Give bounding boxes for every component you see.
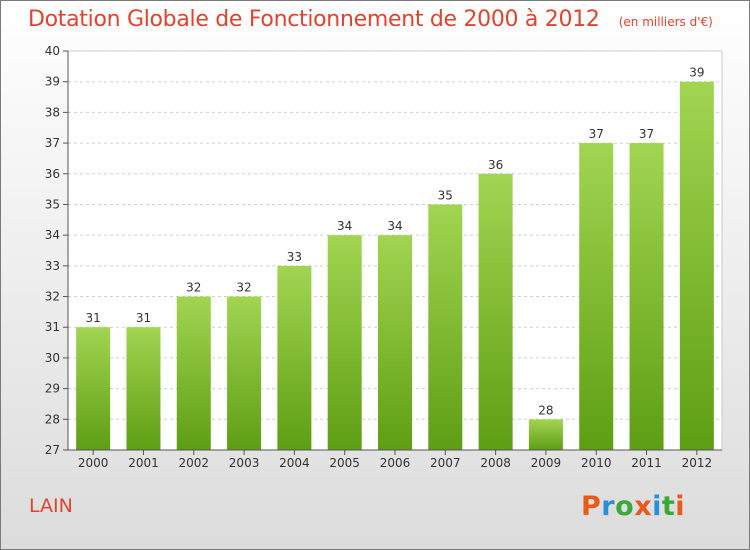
chart-title: Dotation Globale de Fonctionnement de 20… bbox=[28, 7, 600, 32]
x-tick-label: 2006 bbox=[380, 456, 411, 470]
y-tick-label: 30 bbox=[45, 351, 60, 365]
bar bbox=[327, 235, 362, 450]
x-tick-label: 2002 bbox=[178, 456, 209, 470]
y-tick-label: 38 bbox=[45, 105, 60, 119]
chart-subtitle: (en milliers d'€) bbox=[618, 15, 713, 29]
bar-value-label: 34 bbox=[337, 219, 352, 233]
logo-letter: i bbox=[652, 491, 662, 522]
y-tick-label: 37 bbox=[45, 136, 60, 150]
y-tick-label: 36 bbox=[45, 167, 60, 181]
bar-value-label: 31 bbox=[136, 311, 151, 325]
logo-letter: P bbox=[581, 491, 602, 522]
x-tick-label: 2010 bbox=[581, 456, 612, 470]
y-tick-label: 28 bbox=[45, 412, 60, 426]
bar-value-label: 39 bbox=[689, 66, 704, 80]
bar bbox=[579, 143, 614, 451]
x-tick-label: 2005 bbox=[329, 456, 360, 470]
y-tick-label: 29 bbox=[45, 382, 60, 396]
x-tick-label: 2008 bbox=[480, 456, 511, 470]
y-tick-label: 31 bbox=[45, 320, 60, 334]
x-tick-label: 2000 bbox=[78, 456, 109, 470]
bar-value-label: 37 bbox=[589, 127, 604, 141]
y-tick-label: 39 bbox=[45, 75, 60, 89]
y-tick-label: 33 bbox=[45, 259, 60, 273]
y-tick-label: 35 bbox=[45, 197, 60, 211]
bar-value-label: 32 bbox=[186, 281, 201, 295]
x-tick-label: 2001 bbox=[128, 456, 159, 470]
bar bbox=[76, 327, 111, 450]
bar bbox=[378, 235, 412, 450]
bars: 31 31 32 32 33 34 34 35 36 28 37 37 39 bbox=[76, 66, 714, 451]
bar-value-label: 36 bbox=[488, 158, 503, 172]
logo-letter: x bbox=[634, 491, 653, 522]
y-tick-label: 40 bbox=[45, 44, 60, 58]
bar bbox=[679, 81, 714, 450]
bar bbox=[277, 265, 312, 450]
logo-letter: r bbox=[601, 491, 616, 522]
x-tick-label: 2012 bbox=[682, 456, 713, 470]
bar-value-label: 32 bbox=[236, 281, 251, 295]
bar-value-label: 31 bbox=[86, 311, 101, 325]
proxiti-logo: Proxiti bbox=[581, 491, 685, 522]
logo-letter: o bbox=[615, 491, 635, 522]
logo-letter: t bbox=[661, 491, 676, 522]
bar bbox=[528, 419, 563, 450]
y-tick-label: 32 bbox=[45, 290, 60, 304]
title-row: Dotation Globale de Fonctionnement de 20… bbox=[28, 7, 713, 32]
bar bbox=[629, 143, 664, 451]
bar-value-label: 35 bbox=[438, 188, 453, 202]
bar bbox=[428, 204, 463, 450]
bar-value-label: 37 bbox=[639, 127, 654, 141]
axes: 27 28 29 30 31 32 33 34 35 36 37 38 39 40 2000 2001 2002… bbox=[45, 44, 722, 470]
bar-value-label: 34 bbox=[387, 219, 402, 233]
x-tick-label: 2003 bbox=[229, 456, 260, 470]
x-tick-label: 2004 bbox=[279, 456, 310, 470]
bar bbox=[176, 296, 211, 450]
bar-value-label: 28 bbox=[538, 403, 553, 417]
bar-value-label: 33 bbox=[287, 250, 302, 264]
x-tick-label: 2011 bbox=[631, 456, 662, 470]
place-name: LAIN bbox=[29, 495, 73, 517]
x-tick-label: 2009 bbox=[531, 456, 562, 470]
bar bbox=[227, 296, 262, 450]
bar bbox=[126, 327, 161, 450]
y-tick-label: 34 bbox=[45, 228, 60, 242]
bar bbox=[478, 173, 513, 450]
y-tick-label: 27 bbox=[45, 443, 60, 457]
x-tick-label: 2007 bbox=[430, 456, 461, 470]
logo-letter: i bbox=[675, 491, 686, 522]
